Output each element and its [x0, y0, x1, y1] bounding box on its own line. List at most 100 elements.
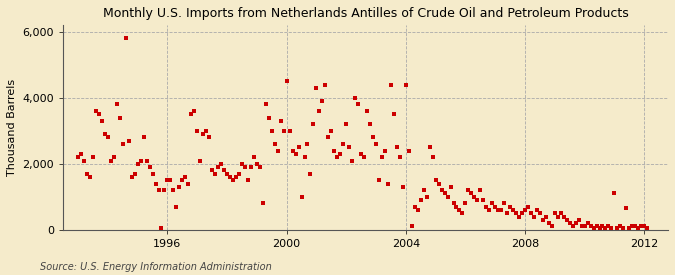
Point: [522, 205, 533, 209]
Point: [487, 201, 497, 206]
Point: [389, 112, 400, 117]
Point: [621, 206, 632, 211]
Point: [192, 129, 202, 133]
Point: [493, 208, 504, 212]
Point: [591, 224, 602, 229]
Point: [236, 162, 247, 166]
Point: [200, 129, 211, 133]
Point: [499, 201, 510, 206]
Point: [404, 148, 414, 153]
Point: [135, 158, 146, 163]
Point: [436, 188, 447, 192]
Point: [531, 208, 542, 212]
Point: [165, 178, 176, 183]
Point: [296, 195, 307, 199]
Point: [549, 211, 560, 216]
Point: [329, 148, 340, 153]
Point: [186, 112, 196, 117]
Point: [624, 226, 634, 230]
Point: [448, 201, 459, 206]
Point: [639, 224, 649, 229]
Point: [257, 201, 268, 206]
Point: [275, 119, 286, 123]
Point: [516, 211, 527, 216]
Point: [293, 145, 304, 150]
Point: [377, 155, 387, 160]
Point: [547, 224, 558, 229]
Point: [144, 165, 155, 169]
Point: [114, 116, 125, 120]
Point: [398, 185, 408, 189]
Point: [78, 158, 89, 163]
Point: [103, 135, 113, 140]
Point: [642, 226, 653, 230]
Point: [252, 162, 263, 166]
Point: [335, 152, 346, 156]
Point: [216, 162, 227, 166]
Point: [126, 175, 137, 179]
Point: [299, 155, 310, 160]
Point: [347, 158, 358, 163]
Point: [469, 195, 480, 199]
Point: [556, 211, 566, 216]
Point: [341, 122, 352, 127]
Point: [332, 155, 343, 160]
Point: [320, 82, 331, 87]
Point: [198, 132, 209, 136]
Point: [454, 208, 465, 212]
Point: [287, 148, 298, 153]
Point: [234, 172, 244, 176]
Point: [290, 152, 301, 156]
Point: [633, 226, 644, 230]
Point: [612, 226, 623, 230]
Point: [150, 182, 161, 186]
Point: [412, 208, 423, 212]
Point: [585, 224, 596, 229]
Point: [502, 211, 512, 216]
Point: [379, 148, 390, 153]
Point: [603, 224, 614, 229]
Point: [508, 208, 518, 212]
Point: [261, 102, 271, 107]
Point: [153, 188, 164, 192]
Point: [552, 214, 563, 219]
Point: [141, 158, 152, 163]
Point: [463, 188, 474, 192]
Point: [240, 165, 250, 169]
Point: [442, 195, 453, 199]
Point: [543, 221, 554, 226]
Point: [147, 172, 158, 176]
Point: [588, 226, 599, 230]
Point: [284, 129, 295, 133]
Point: [156, 226, 167, 230]
Point: [520, 208, 531, 212]
Point: [195, 158, 206, 163]
Point: [364, 122, 375, 127]
Point: [481, 205, 491, 209]
Point: [82, 172, 92, 176]
Point: [267, 129, 277, 133]
Point: [514, 214, 524, 219]
Point: [358, 155, 369, 160]
Point: [394, 155, 405, 160]
Point: [350, 96, 360, 100]
Point: [466, 191, 477, 196]
Point: [225, 175, 236, 179]
Point: [374, 178, 385, 183]
Point: [314, 109, 325, 113]
Point: [409, 205, 420, 209]
Point: [472, 198, 483, 202]
Point: [495, 208, 506, 212]
Point: [573, 218, 584, 222]
Point: [368, 135, 379, 140]
Y-axis label: Thousand Barrels: Thousand Barrels: [7, 79, 17, 176]
Point: [383, 182, 394, 186]
Point: [90, 109, 101, 113]
Point: [425, 145, 435, 150]
Point: [281, 79, 292, 84]
Point: [132, 162, 143, 166]
Point: [583, 221, 593, 226]
Point: [210, 172, 221, 176]
Point: [353, 102, 364, 107]
Point: [579, 224, 590, 229]
